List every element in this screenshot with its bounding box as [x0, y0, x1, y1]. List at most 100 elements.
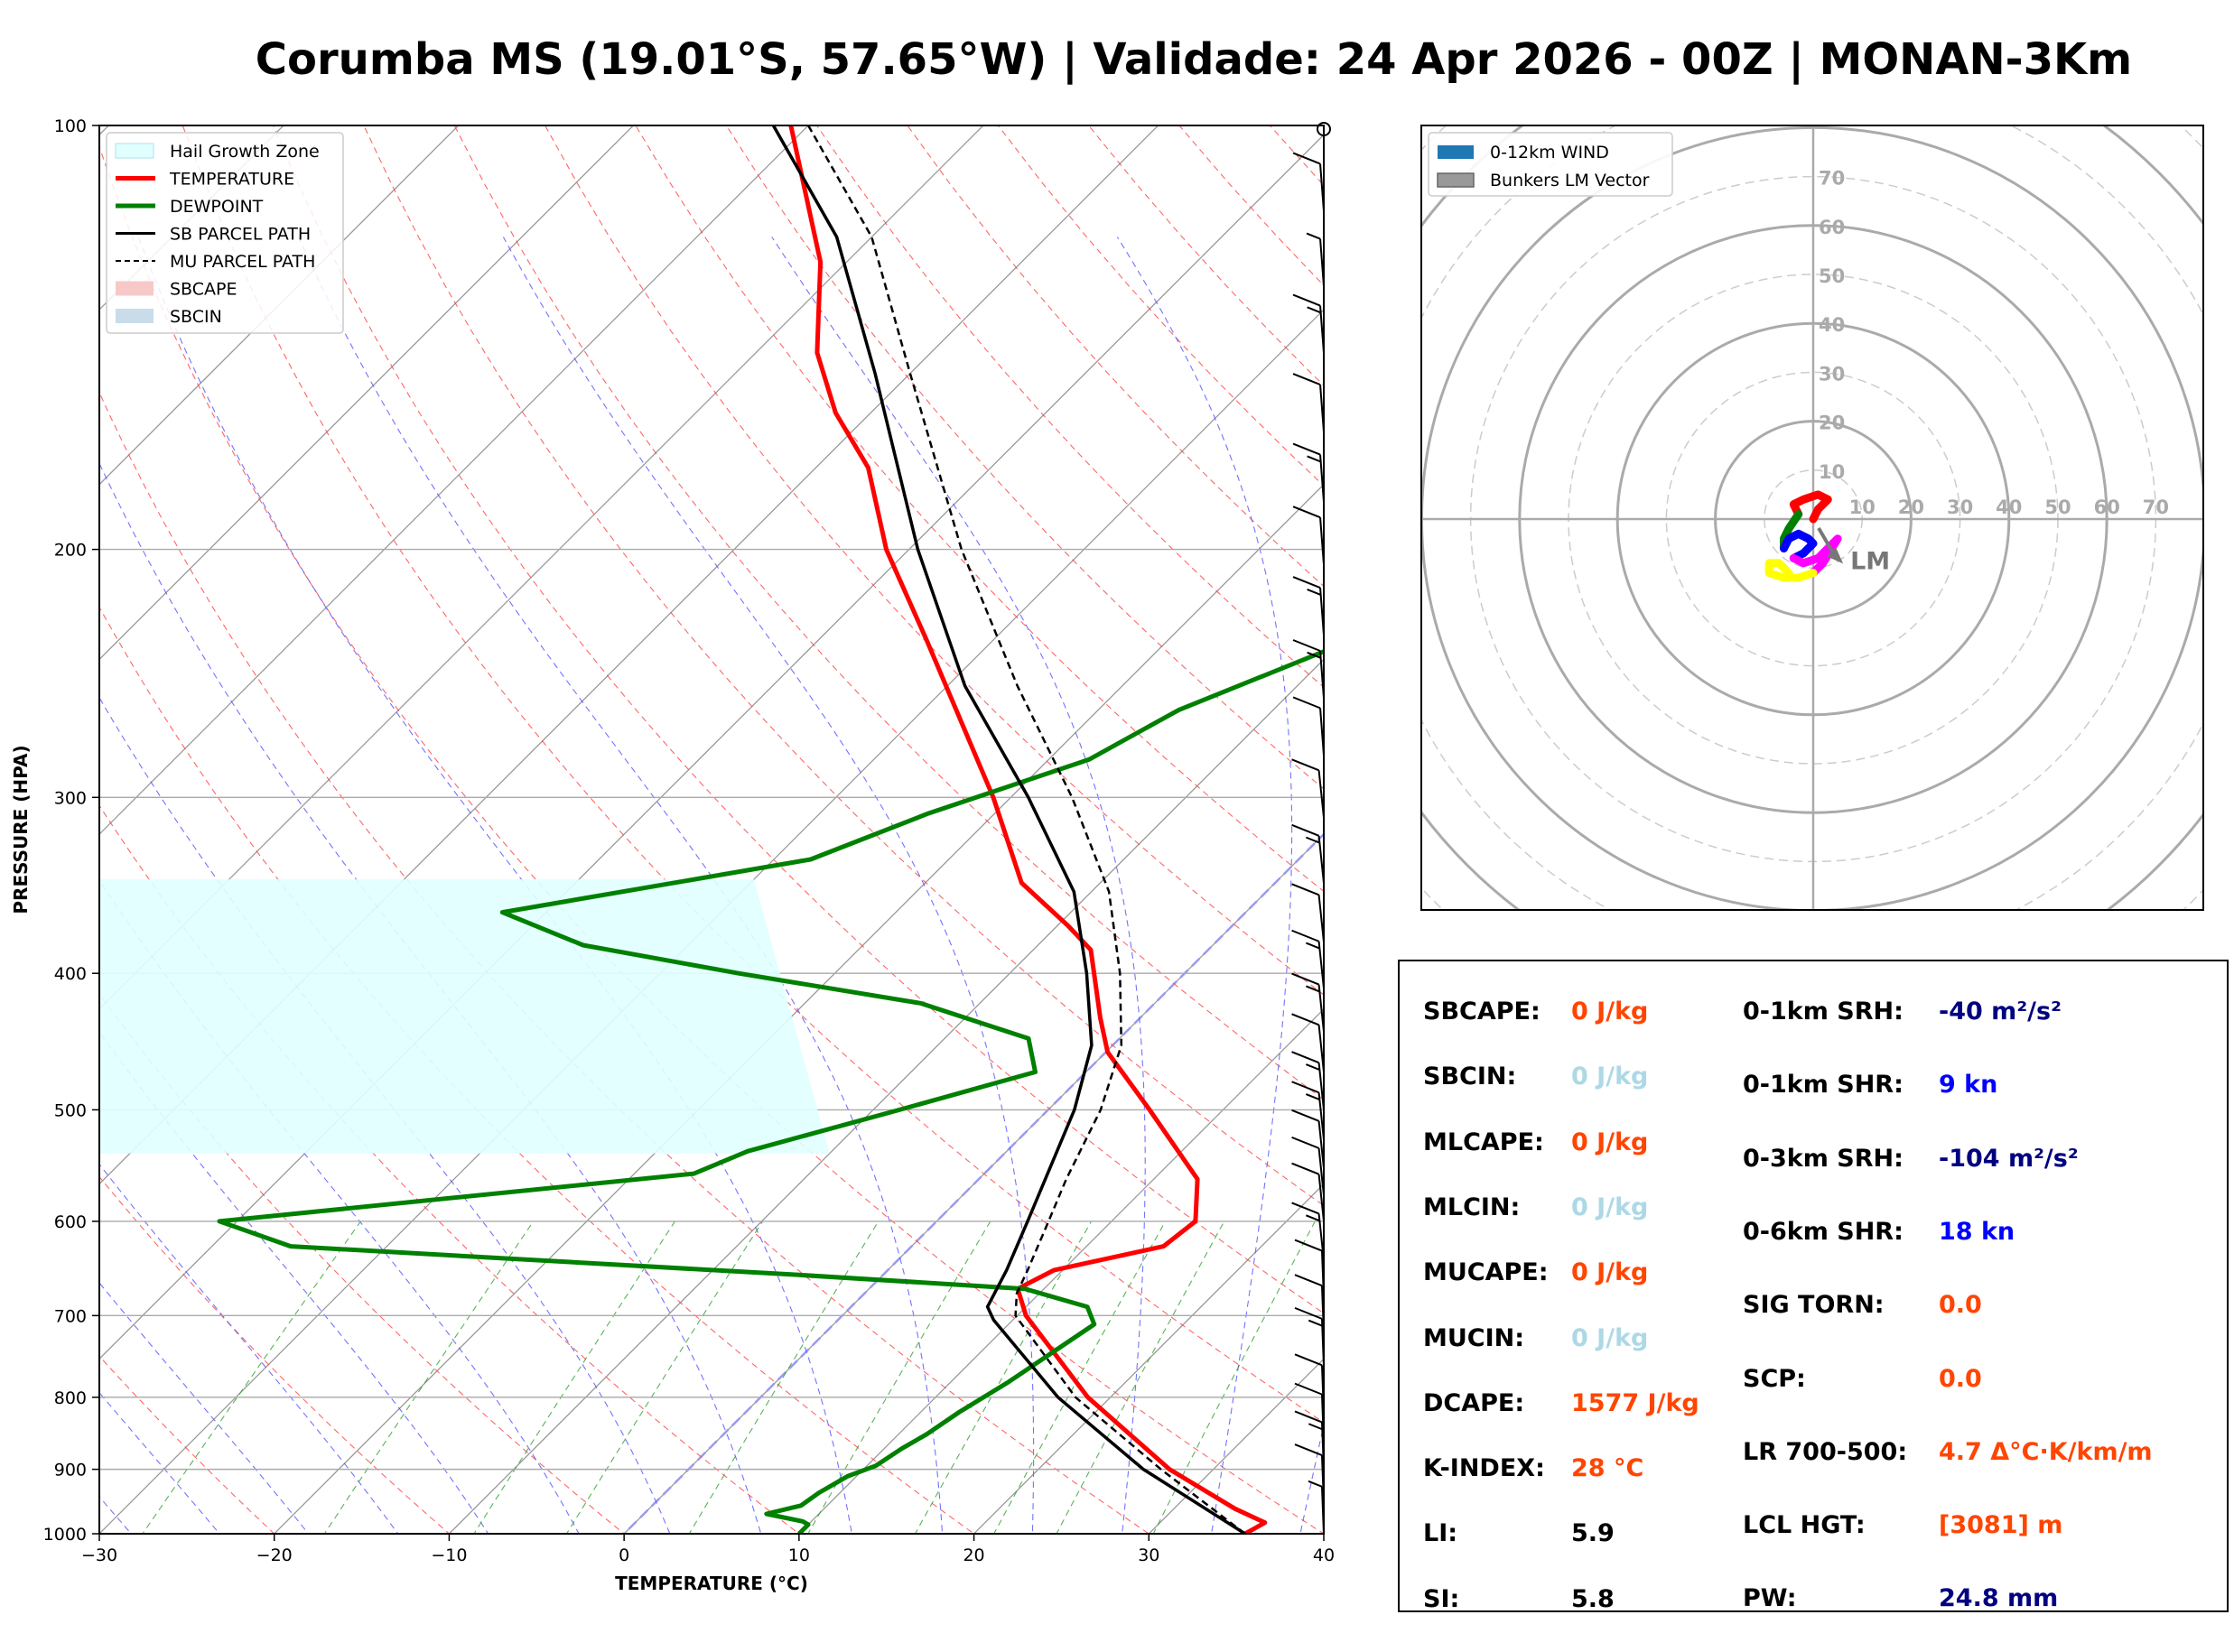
legend-label: SBCIN [170, 307, 222, 327]
moist-adiabat [1299, 1422, 1324, 1534]
stat-label: 0-1km SRH: [1743, 998, 1904, 1026]
wind-barb-flag [1291, 1081, 1319, 1094]
isotherm-line [99, 125, 984, 1010]
wind-barb-shaft [1317, 1213, 1325, 1261]
x-tick-label: 40 [1313, 1545, 1335, 1565]
wind-barb-half [1306, 232, 1321, 240]
moist-adiabat [99, 1031, 489, 1534]
stat-label: LI: [1423, 1519, 1458, 1548]
wind-barb-shaft [1320, 1422, 1325, 1470]
wind-barb-shaft [1320, 1318, 1325, 1367]
dry-adiabat [453, 125, 1324, 1100]
hodograph-ring [1421, 125, 2203, 910]
dry-adiabat [635, 125, 1324, 893]
stat-value: -104 m²/s² [1939, 1144, 2079, 1173]
wind-barb-shaft [1320, 1365, 1325, 1413]
x-tick-label: −30 [81, 1545, 117, 1565]
y-tick-label: 1000 [43, 1525, 87, 1545]
wind-barb-flag [1294, 1382, 1323, 1396]
y-tick-label: 300 [54, 788, 87, 808]
skewt-axes: −30 −20 −10 0 10 20 30 40 1000 900 800 700 600 500 400… [10, 116, 1335, 1594]
stat-label: PW: [1743, 1584, 1797, 1613]
stat-value: 0.0 [1939, 1364, 1982, 1393]
stat-label: 0-6km SHR: [1743, 1217, 1904, 1246]
wind-barb-flag [1294, 1306, 1323, 1320]
wind-barb-flag [1292, 506, 1321, 519]
hodograph-segment-0-3km [1789, 490, 1832, 524]
stat-value: 1577 J/kg [1571, 1388, 1699, 1417]
moist-adiabat [99, 462, 762, 1534]
hodo-legend-label: Bunkers LM Vector [1490, 171, 1650, 190]
stat-value: 24.8 mm [1939, 1584, 2059, 1613]
hodograph-frame [1420, 125, 2204, 911]
stat-label: LCL HGT: [1743, 1511, 1866, 1540]
dry-adiabat [99, 993, 625, 1534]
wind-barb-flag [1291, 1109, 1319, 1122]
x-tick-label: 20 [963, 1545, 984, 1565]
legend-label: MU PARCEL PATH [170, 252, 315, 272]
wind-barb-shaft [1317, 770, 1325, 818]
stat-label: LR 700-500: [1743, 1437, 1908, 1466]
stat-value: 5.8 [1571, 1584, 1615, 1613]
moist-adiabat [137, 237, 852, 1534]
wind-barb-shaft [1317, 1025, 1325, 1072]
hodo-legend-box [1428, 132, 1673, 197]
isotherm-line [797, 1007, 1324, 1534]
wind-barb-shaft [1317, 1092, 1325, 1140]
wind-barb-shaft [1319, 517, 1325, 565]
wind-barb-shaft [1319, 588, 1325, 636]
hodograph-legend: 0-12km WIND Bunkers LM Vector [1428, 132, 1673, 197]
y-tick-label: 400 [54, 964, 87, 984]
isotherm-line [99, 134, 1324, 1360]
y-tick-label: 500 [54, 1100, 87, 1120]
wind-barb-shaft [1319, 708, 1325, 756]
isotherm-line [99, 125, 810, 836]
stat-value: 0 J/kg [1571, 1193, 1649, 1221]
wind-barb-half [1305, 1093, 1320, 1101]
ring-label-x: 30 [1947, 497, 1973, 518]
bunkers-lm-arrow [1817, 526, 1836, 556]
bunkers-lm-label: LM [1850, 547, 1890, 575]
ring-label-y: 10 [1819, 461, 1845, 483]
wind-barb-half [1305, 836, 1320, 844]
wind-barb-shaft [1320, 1486, 1325, 1535]
legend-box [106, 132, 344, 334]
moist-adiabat [502, 237, 1035, 1534]
y-tick-label: 100 [54, 116, 87, 136]
wind-barb-shaft [1320, 1394, 1325, 1442]
ring-label-y: 30 [1819, 363, 1845, 385]
wind-barb-shaft [1319, 305, 1325, 353]
stat-label: MUCIN: [1423, 1323, 1525, 1352]
stat-label: 0-1km SHR: [1743, 1071, 1904, 1100]
skewt-background-lines [99, 125, 1324, 1534]
wind-barb-shaft [1317, 1120, 1325, 1169]
chart-title: Corumba MS (19.01°S, 57.65°W) | Validade… [255, 34, 2133, 85]
hodograph-segment-6-9km [1780, 529, 1818, 562]
legend-label: SBCAPE [170, 280, 237, 300]
dry-adiabat [182, 125, 1324, 1424]
sb-parcel-line [771, 125, 1246, 1534]
wind-barb-half [1308, 1319, 1323, 1327]
stat-label: K-INDEX: [1423, 1454, 1545, 1483]
isotherm-line [273, 483, 1324, 1534]
stat-value: 0 J/kg [1571, 1258, 1649, 1287]
hodograph-series: LM [1764, 490, 1890, 582]
ring-label-x: 50 [2044, 497, 2071, 518]
y-tick-label: 900 [54, 1461, 87, 1480]
skewt-series [99, 125, 1324, 1534]
stat-value: 0 J/kg [1571, 1128, 1649, 1156]
y-axis-label: PRESSURE (HPA) [10, 745, 32, 914]
legend-label: SB PARCEL PATH [170, 225, 311, 245]
wind-barb-flag [1291, 929, 1319, 942]
ring-label-y: 20 [1819, 413, 1845, 434]
ring-label-x: 60 [2094, 497, 2120, 518]
wind-barb-half [1307, 455, 1321, 463]
skewt-frame [98, 125, 1325, 1535]
ring-label-y: 70 [1819, 168, 1845, 190]
mixing-ratio-line [914, 1220, 1093, 1534]
wind-barb-shaft [1319, 163, 1325, 211]
wind-barb-flag [1291, 1162, 1319, 1175]
stat-value: 0 J/kg [1571, 1063, 1649, 1091]
ring-label-y: 50 [1819, 265, 1845, 287]
wind-barb-flag [1292, 442, 1321, 456]
